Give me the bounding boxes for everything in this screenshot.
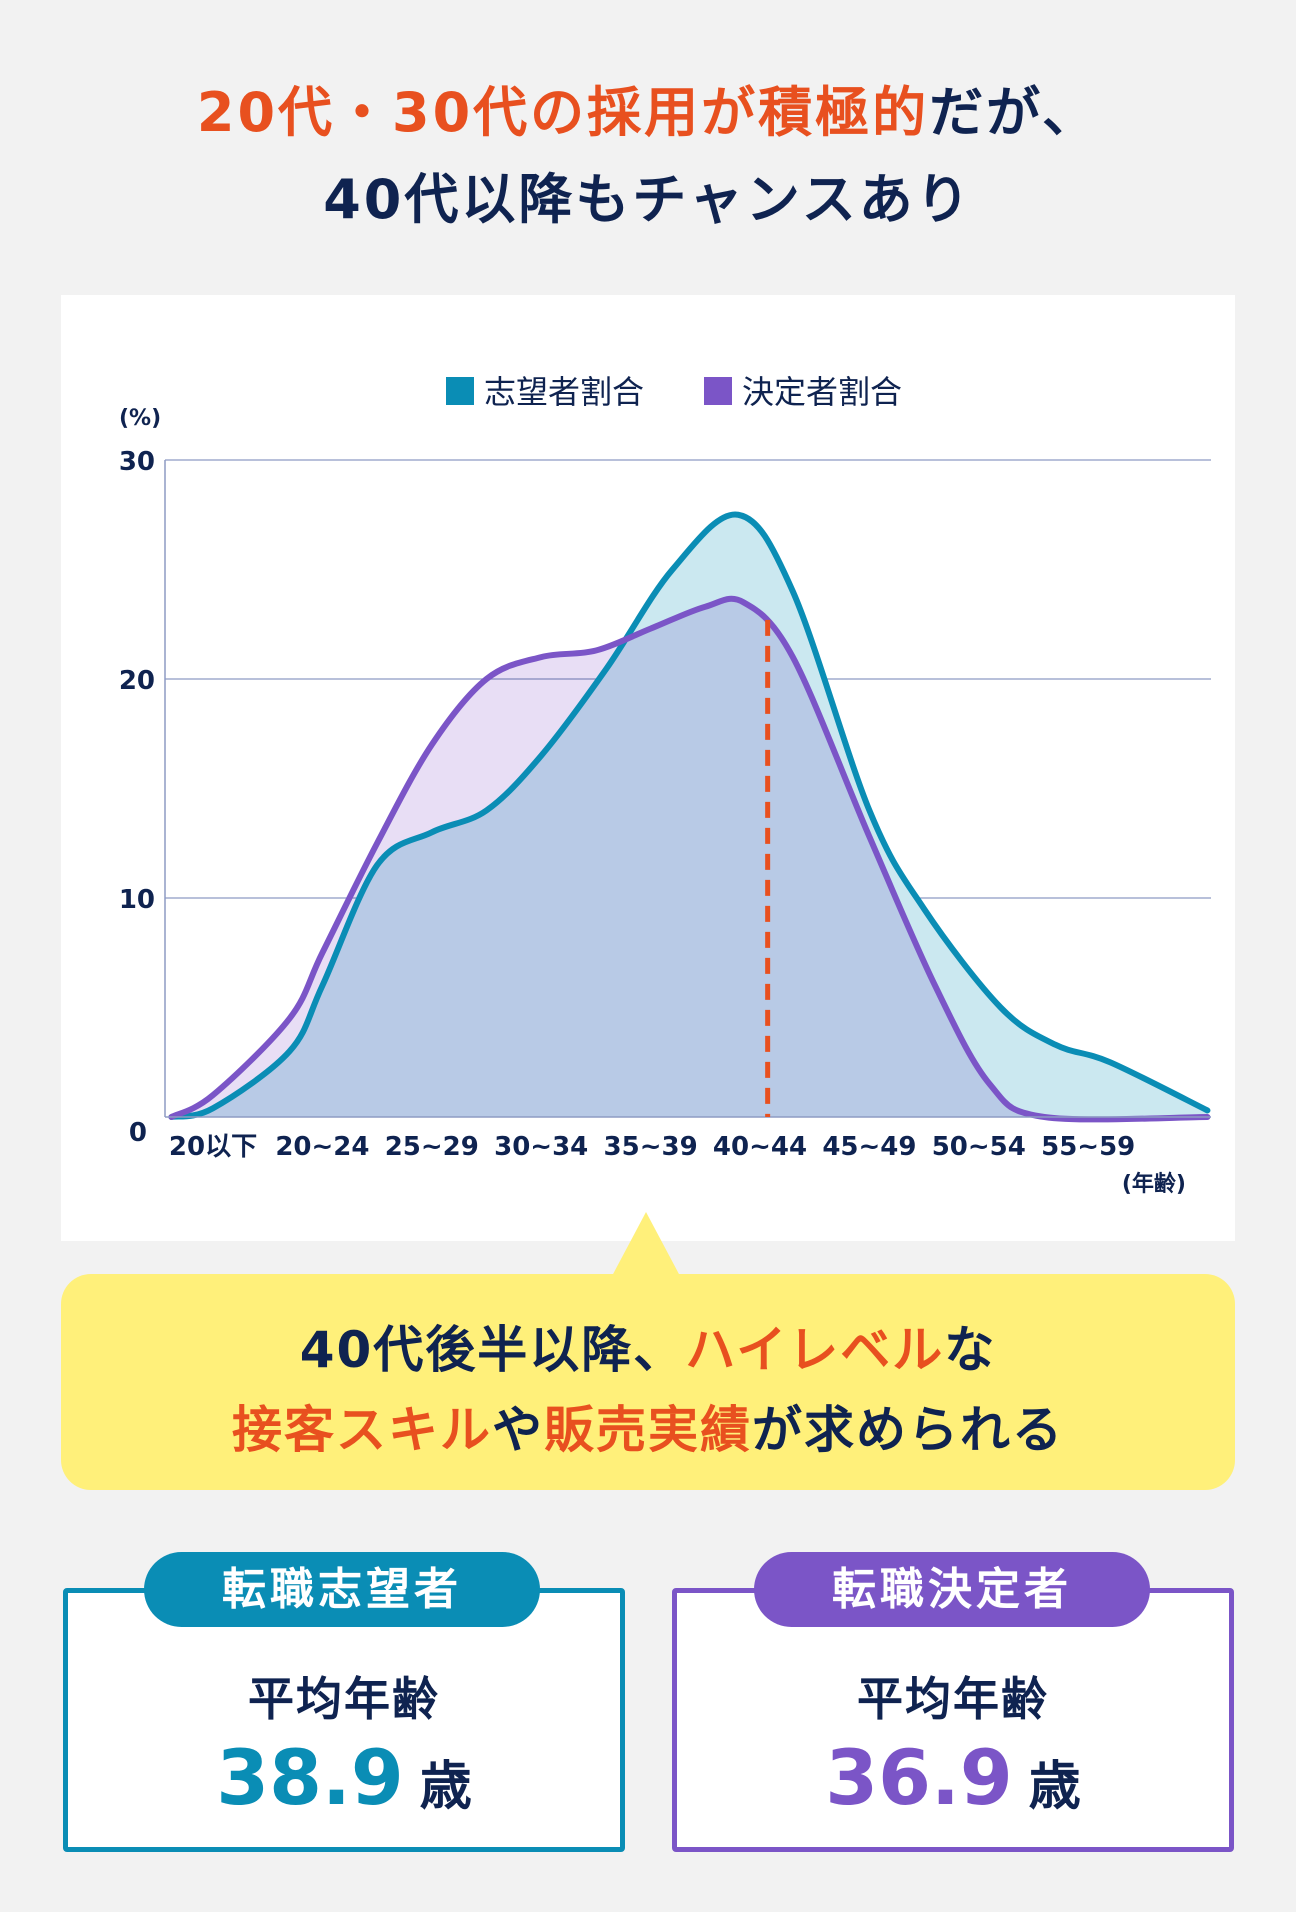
y-tick-label: 0 xyxy=(129,1118,147,1148)
callout-highlight: 接客スキル xyxy=(232,1401,492,1459)
y-tick-label: 10 xyxy=(119,885,155,915)
y-tick-label: 30 xyxy=(119,447,155,477)
headline-text: だが、 xyxy=(929,81,1100,144)
x-tick-label: 35~39 xyxy=(604,1132,698,1162)
x-tick-label: 50~54 xyxy=(932,1132,1026,1162)
headline-highlight: 20代・30代の採用が積極的 xyxy=(196,81,930,144)
headline-line2: 40代以降もチャンスあり xyxy=(323,168,973,231)
callout-text: が求められる xyxy=(752,1401,1064,1459)
y-tick-label: 20 xyxy=(119,666,155,696)
series-line-1 xyxy=(168,511,1211,1120)
x-tick-label: 25~29 xyxy=(385,1132,479,1162)
callout-bubble: 40代後半以降、ハイレベルな 接客スキルや販売実績が求められる xyxy=(61,1274,1235,1490)
x-tick-label: 55~59 xyxy=(1041,1132,1135,1162)
callout-highlight: ハイレベル xyxy=(685,1321,945,1379)
area-chart: 0 10 20 30 (%) 20以下 20~24 25~29 30~34 35~39 40~44 4… xyxy=(119,373,1211,1197)
legend-label: 決定者割合 xyxy=(742,373,902,411)
average-age-label: 平均年齢 xyxy=(857,1672,1049,1726)
x-tick-label: 45~49 xyxy=(822,1132,916,1162)
x-tick-label: 20~24 xyxy=(275,1132,369,1162)
applicant-label-pill: 転職志望者 xyxy=(144,1552,540,1627)
x-tick-label: 20以下 xyxy=(169,1132,257,1162)
callout-text: や xyxy=(492,1401,544,1459)
callout-highlight: 販売実績 xyxy=(544,1401,752,1459)
age-unit: 歳 xyxy=(419,1757,472,1817)
age-unit: 歳 xyxy=(1028,1757,1081,1817)
callout-line1: 40代後半以降、ハイレベルな xyxy=(61,1310,1235,1382)
hired-stat-box: 平均年齢 36.9 歳 xyxy=(672,1588,1234,1852)
x-axis-unit: (年齢) xyxy=(1122,1171,1186,1197)
series-line-2 xyxy=(168,595,1211,1123)
callout-text: な xyxy=(944,1321,997,1379)
average-age-value: 36.9 歳 xyxy=(677,1733,1229,1822)
callout-text: 40代後半以降、 xyxy=(299,1321,686,1379)
series-area-2 xyxy=(171,598,1208,1120)
age-number: 38.9 xyxy=(216,1733,404,1822)
x-tick-label: 30~34 xyxy=(494,1132,588,1162)
average-age-label: 平均年齢 xyxy=(248,1672,440,1726)
average-age-value: 38.9 歳 xyxy=(68,1733,620,1822)
x-tick-label: 40~44 xyxy=(713,1132,807,1162)
chart-card: 0 10 20 30 (%) 20以下 20~24 25~29 30~34 35~39 40~44 4… xyxy=(61,295,1235,1241)
applicant-stat-box: 平均年齢 38.9 歳 xyxy=(63,1588,625,1852)
legend-swatch xyxy=(446,377,474,405)
callout-line2: 接客スキルや販売実績が求められる xyxy=(61,1390,1235,1462)
legend-label: 志望者割合 xyxy=(484,373,644,411)
hired-label-pill: 転職決定者 xyxy=(754,1552,1150,1627)
y-axis-unit: (%) xyxy=(119,406,161,431)
legend-swatch xyxy=(704,377,732,405)
age-number: 36.9 xyxy=(825,1733,1013,1822)
headline-line1: 20代・30代の採用が積極的だが、 xyxy=(0,68,1296,147)
callout-pointer xyxy=(612,1212,680,1276)
